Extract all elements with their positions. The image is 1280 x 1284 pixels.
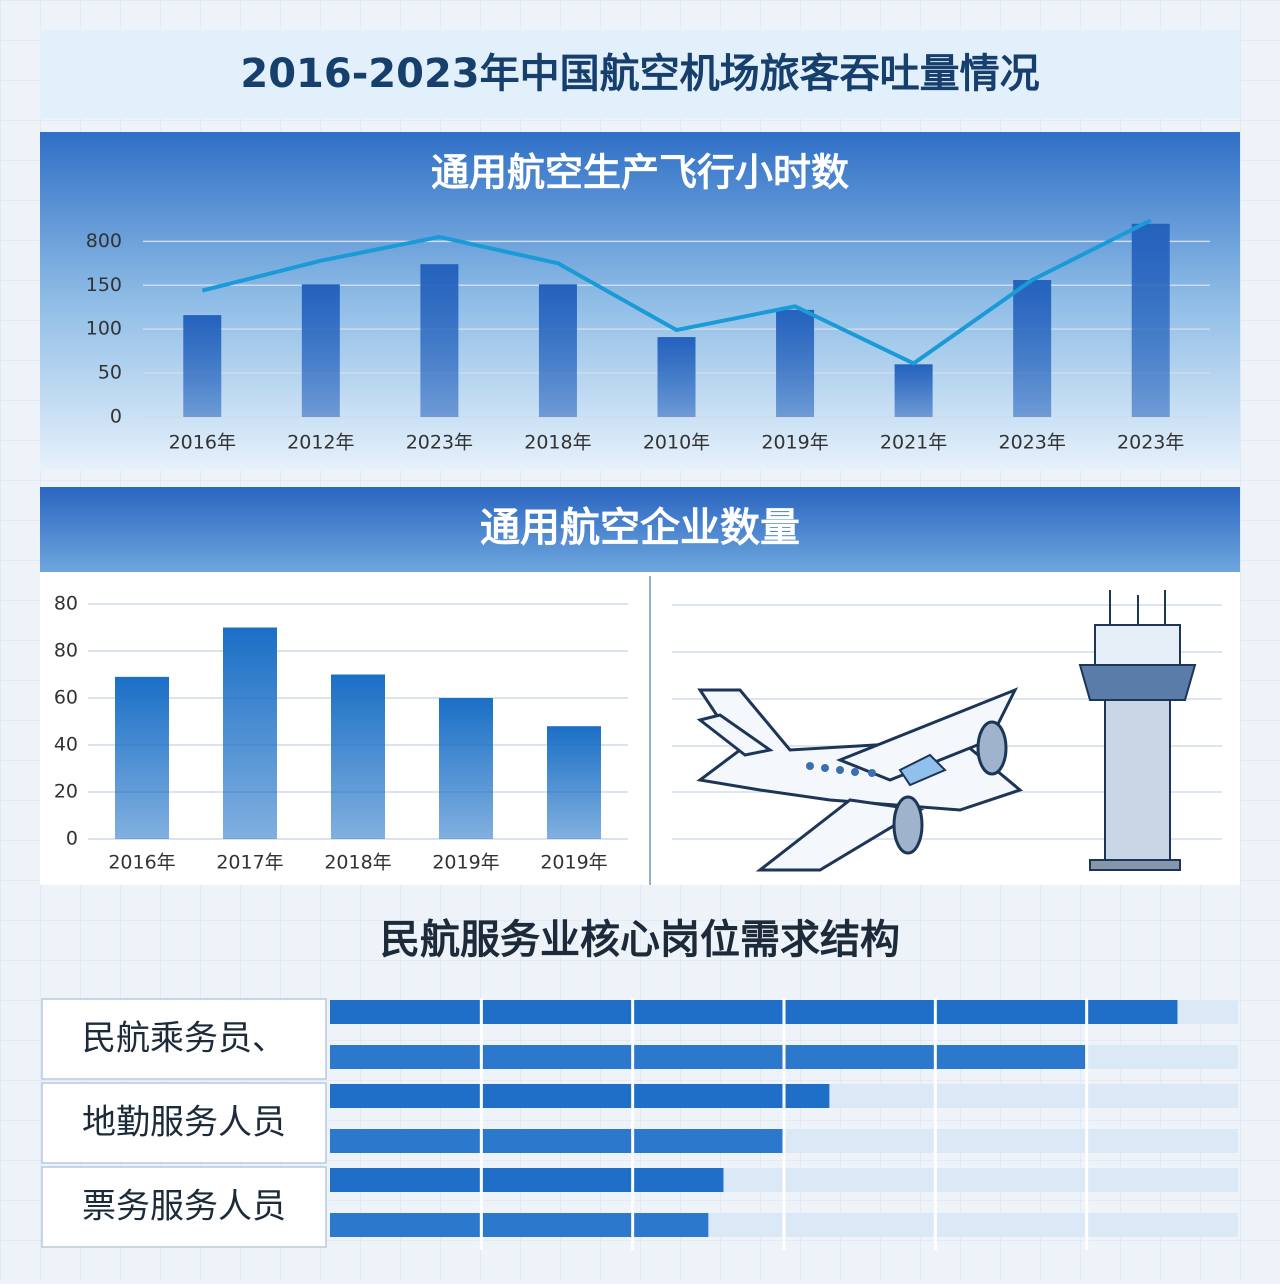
label-box [41,1166,327,1248]
y-tick-label: 0 [110,406,122,428]
x-tick-label: 2010年 [643,432,710,454]
bar [331,674,385,839]
x-tick-label: 2023年 [406,432,473,454]
y-tick-label: 20 [54,781,78,803]
bar [183,315,222,417]
bar [301,284,340,417]
y-tick-label: 80 [54,640,78,662]
panel-2-header [40,487,1240,572]
x-tick-label: 2019年 [761,432,828,454]
chart-title: 民航服务业核心岗位需求结构 [380,917,900,963]
x-tick-label: 2016年 [169,432,236,454]
illustration [672,590,1222,872]
label-box [41,998,327,1080]
category-label: 民航乘务员、 [82,1019,286,1059]
bar [1013,279,1052,417]
x-tick-label: 2012年 [287,432,354,454]
chart-title: 通用航空企业数量 [480,505,800,551]
x-tick-label: 2018年 [524,432,591,454]
bar [657,337,696,417]
bar [115,676,169,839]
bar [776,309,815,417]
y-tick-label: 50 [98,362,122,384]
x-tick-label: 2019年 [540,852,607,874]
y-tick-label: 150 [86,274,122,296]
y-tick-label: 0 [66,828,78,850]
bar [330,1129,784,1153]
bar [223,627,277,839]
label-box [41,1082,327,1164]
x-tick-label: 2023年 [1117,432,1184,454]
y-tick-label: 40 [54,734,78,756]
x-tick-label: 2017年 [216,852,283,874]
main-title: 2016-2023年中国航空机场旅客吞吐量情况 [240,51,1039,97]
bar [894,364,933,417]
x-tick-label: 2021年 [880,432,947,454]
y-tick-label: 60 [54,687,78,709]
bar [330,1213,709,1237]
title-band [40,30,1240,118]
y-tick-label: 80 [54,593,78,615]
bar [330,1000,1178,1024]
x-tick-label: 2023年 [998,432,1065,454]
bar [420,264,459,417]
category-label: 票务服务人员 [82,1187,286,1227]
bar [538,284,577,417]
bar [330,1168,724,1192]
x-tick-label: 2018年 [324,852,391,874]
x-tick-label: 2016年 [108,852,175,874]
bar [1131,223,1170,417]
bar [330,1084,830,1108]
y-tick-label: 100 [86,318,122,340]
chart-title: 通用航空生产飞行小时数 [431,151,849,195]
line [201,218,1152,366]
bar [330,1045,1087,1069]
bar [439,698,493,839]
x-tick-label: 2019年 [432,852,499,874]
category-label: 地勤服务人员 [82,1103,286,1143]
y-tick-label: 800 [86,230,122,252]
bar [547,726,601,839]
